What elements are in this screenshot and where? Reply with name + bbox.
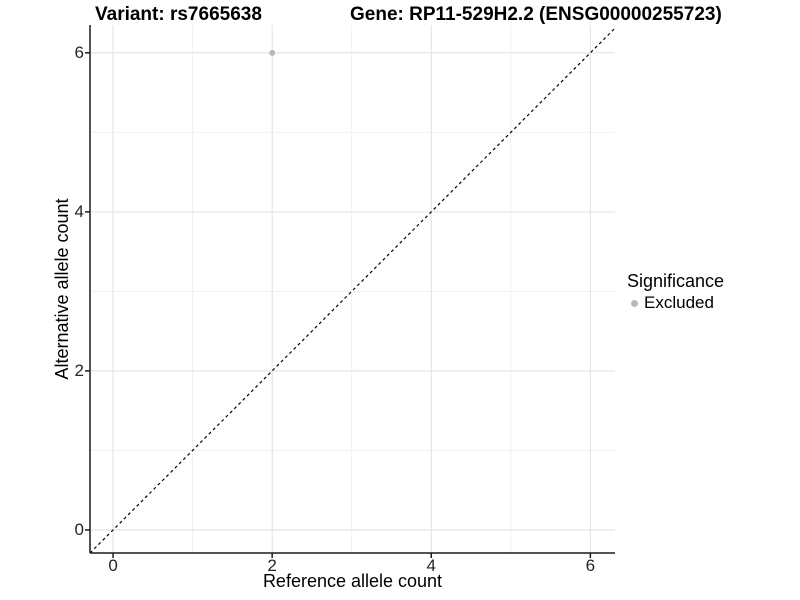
plot-canvas <box>85 25 616 558</box>
x-tick-label: 4 <box>426 556 436 575</box>
legend: Significance Excluded <box>627 271 724 313</box>
legend-point-icon <box>631 299 638 307</box>
plot-title-gene: Gene: RP11-529H2.2 (ENSG00000255723) <box>350 4 722 25</box>
y-tick-label: 4 <box>74 201 84 221</box>
data-point <box>269 49 276 56</box>
y-tick-label: 6 <box>74 42 84 62</box>
x-tick-label: 6 <box>585 556 596 575</box>
x-axis-title: Reference allele count <box>262 571 443 591</box>
x-tick-label: 0 <box>108 556 118 575</box>
legend-entry-excluded: Excluded <box>627 293 724 313</box>
legend-entry-label: Excluded <box>644 293 714 312</box>
identity-line <box>89 27 616 554</box>
y-axis-title: Alternative allele count <box>52 198 72 380</box>
x-tick-label: 2 <box>267 556 277 575</box>
y-tick-label: 2 <box>74 360 84 380</box>
y-tick-label: 0 <box>74 519 84 539</box>
plot-title-variant: Variant: rs7665638 <box>95 4 262 25</box>
plot-panel <box>85 25 616 558</box>
legend-title: Significance <box>627 271 725 291</box>
